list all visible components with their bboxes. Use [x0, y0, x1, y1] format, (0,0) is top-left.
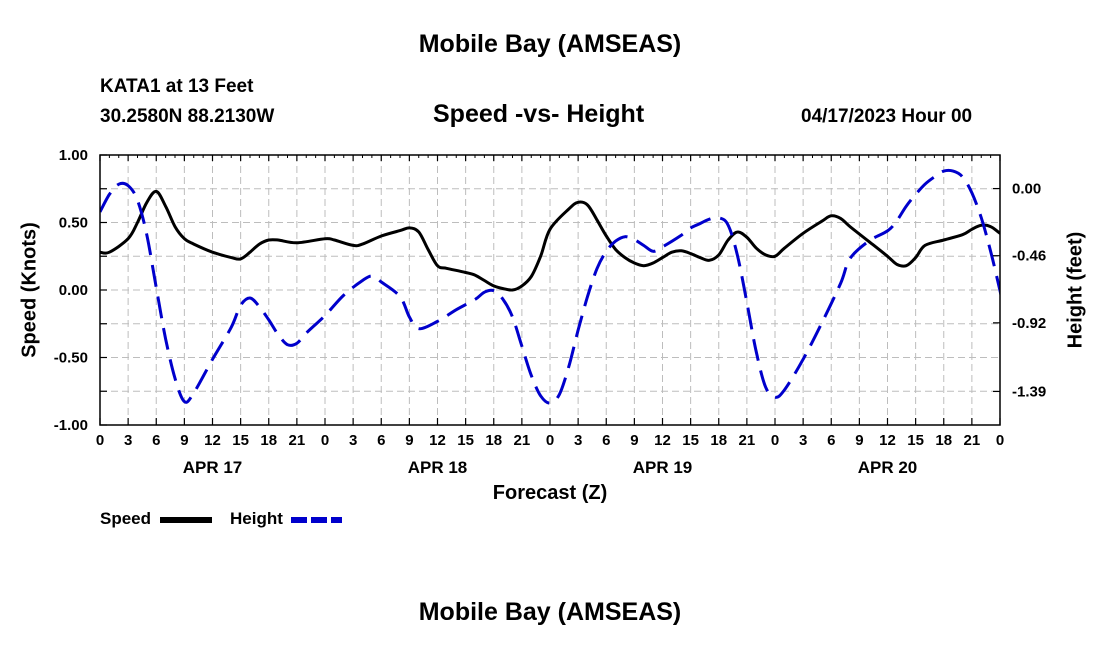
y-tick-label-right: -1.39 [1012, 383, 1046, 400]
y-tick-label-left: -0.50 [54, 350, 88, 367]
x-tick-label: 0 [771, 432, 779, 449]
x-date-label: APR 17 [183, 458, 243, 477]
x-tick-label: 18 [260, 432, 277, 449]
y-tick-label-left: 0.50 [59, 215, 88, 232]
x-tick-label: 21 [964, 432, 981, 449]
x-tick-label: 3 [349, 432, 357, 449]
x-tick-label: 15 [232, 432, 249, 449]
y-tick-label-left: -1.00 [54, 417, 88, 434]
y-tick-label-right: 0.00 [1012, 181, 1041, 198]
chart-title: Speed -vs- Height [433, 100, 645, 128]
x-tick-label: 15 [457, 432, 474, 449]
x-tick-label: 6 [377, 432, 385, 449]
x-tick-label: 12 [204, 432, 221, 449]
footer-title: Mobile Bay (AMSEAS) [418, 598, 682, 626]
y-axis-label-left: Speed (Knots) [18, 222, 41, 358]
x-tick-label: 9 [630, 432, 638, 449]
x-tick-label: 3 [799, 432, 807, 449]
x-tick-label: 15 [907, 432, 924, 449]
x-tick-label: 6 [827, 432, 835, 449]
x-tick-label: 0 [996, 432, 1004, 449]
x-tick-label: 18 [710, 432, 727, 449]
y-tick-label-right: -0.92 [1012, 315, 1046, 332]
chart-grid [100, 155, 1000, 425]
legend-speed-label: Speed [100, 509, 152, 528]
x-axis-label: Forecast (Z) [492, 482, 608, 504]
x-tick-label: 18 [485, 432, 502, 449]
x-tick-label: 21 [289, 432, 306, 449]
header-title: Mobile Bay (AMSEAS) [418, 30, 682, 58]
x-tick-label: 12 [654, 432, 671, 449]
station-label: KATA1 at 13 Feet [100, 76, 254, 97]
x-tick-label: 0 [96, 432, 104, 449]
x-tick-label: 18 [935, 432, 952, 449]
y-tick-label-left: 1.00 [59, 147, 88, 164]
x-date-label: APR 20 [858, 458, 918, 477]
y-tick-label-right: -0.46 [1012, 248, 1046, 265]
coordinates-label: 30.2580N 88.2130W [100, 106, 275, 127]
x-tick-label: 21 [739, 432, 756, 449]
chart-series-group [100, 168, 1000, 405]
chart-axes: 0 3 6 9 12 15 18 21 0 3 6 9 12 15 18 21 0 3 6 9 12 15 18 21 0 3 6 9… [54, 147, 1046, 477]
x-tick-label: 0 [321, 432, 329, 449]
x-tick-label: 12 [429, 432, 446, 449]
x-date-label: APR 19 [633, 458, 693, 477]
x-tick-label: 6 [152, 432, 160, 449]
forecast-datetime: 04/17/2023 Hour 00 [801, 106, 973, 127]
x-tick-label: 15 [682, 432, 699, 449]
series-line-speed [100, 189, 1000, 292]
x-tick-label: 9 [405, 432, 413, 449]
y-axis-label-right: Height (feet) [1064, 231, 1087, 349]
x-tick-label: 21 [514, 432, 531, 449]
x-tick-label: 9 [855, 432, 863, 449]
x-tick-label: 12 [879, 432, 896, 449]
x-tick-label: 0 [546, 432, 554, 449]
y-tick-label-left: 0.00 [59, 282, 88, 299]
x-date-label: APR 18 [408, 458, 468, 477]
legend-height-label: Height [230, 509, 283, 528]
x-tick-label: 9 [180, 432, 188, 449]
series-line-height [100, 168, 1000, 405]
x-tick-label: 6 [602, 432, 610, 449]
x-tick-label: 3 [124, 432, 132, 449]
x-tick-label: 3 [574, 432, 582, 449]
